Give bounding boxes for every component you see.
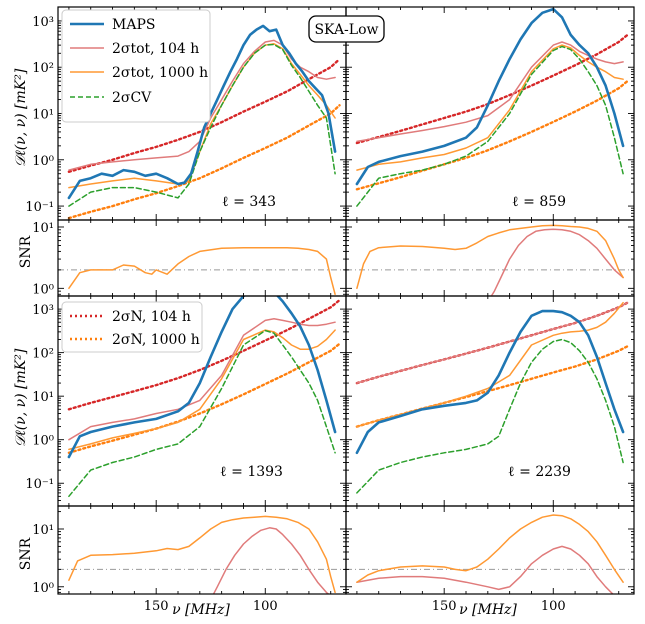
panel-snr-1393: 10⁰ 10¹ 100 150 [32, 505, 347, 614]
y-tick-label: 10³ [32, 15, 54, 30]
y-tick-label: 10⁻¹ [25, 200, 54, 215]
panel-snr-343: 10⁰ 10¹ [32, 219, 347, 297]
panel-ell-859 [345, 6, 635, 221]
legend-top-frame [61, 9, 211, 123]
y-tick-label: 10⁻¹ [25, 477, 54, 492]
series-2sigmatot-104-h [68, 318, 336, 441]
x-axis-label-right: ν [MHz] [459, 602, 517, 618]
y-tick-label: 10¹ [32, 108, 54, 123]
series-2sigmatot-1000-h [356, 224, 624, 290]
series-2sigman-104-h [67, 299, 341, 411]
y-tick-label: 10³ [32, 303, 54, 318]
series-2sigmacv [68, 329, 336, 498]
snr-axis-label-bottom: SNR [18, 537, 34, 570]
panel-frame [345, 295, 635, 507]
legend-top: MAPS 2σtot, 104 h 2σtot, 1000 h 2σCV [61, 9, 211, 123]
y-tick-label: 10² [32, 347, 54, 362]
power-axis-label-top: 𝒟ℓ(ν, ν) [mK²] [13, 68, 29, 167]
y-tick-label: 10⁰ [32, 282, 54, 297]
series-2sigmatot-1000-h [68, 515, 336, 594]
x-axis-label-left: ν [MHz] [172, 602, 230, 618]
legend-label-tot-104: 2σtot, 104 h [112, 41, 199, 57]
legend-label-n-1000: 2σN, 1000 h [112, 332, 200, 348]
ell-343-label: ℓ = 343 [222, 194, 276, 210]
y-tick-label: 10¹ [32, 523, 54, 538]
series-maps [355, 309, 625, 455]
panel-frame [345, 505, 635, 595]
legend-bottom: 2σN, 104 h 2σN, 1000 h [61, 301, 203, 353]
y-tick-label: 10⁰ [32, 434, 54, 449]
series-2sigmatot-104-h [356, 545, 614, 594]
y-tick-label: 10¹ [32, 221, 54, 236]
legend-label-maps: MAPS [112, 17, 155, 33]
y-tick-label: 10¹ [32, 390, 54, 405]
x-tick-label: 150 [432, 599, 457, 614]
ell-2239-label: ℓ = 2239 [508, 464, 571, 480]
ell-1393-label: ℓ = 1393 [220, 464, 283, 480]
snr-axis-label-top: SNR [18, 235, 34, 268]
ell-859-label: ℓ = 859 [512, 194, 566, 210]
series-2sigmatot-104-h [490, 228, 624, 296]
series-maps [67, 296, 337, 459]
series-2sigman-104-h [355, 33, 629, 145]
series-2sigmatot-104-h [356, 41, 624, 143]
telescope-label-box [308, 15, 385, 43]
x-tick-label: 150 [144, 599, 169, 614]
panel-ell-2239 [345, 295, 635, 507]
telescope-label: SKA-Low [314, 22, 378, 38]
series-2sigmatot-1000-h [356, 514, 624, 583]
series-2sigmatot-104-h [212, 527, 330, 594]
legend-label-tot-1000: 2σtot, 1000 h [112, 65, 208, 81]
panel-frame [345, 219, 635, 297]
y-tick-label: 10⁰ [32, 154, 54, 169]
series-maps [355, 7, 625, 186]
panel-frame [57, 219, 347, 297]
series-2sigman-1000-h [67, 342, 341, 454]
series-2sigman-1000-h [355, 79, 629, 191]
series-2sigmatot-1000-h [68, 246, 336, 296]
panel-snr-859 [345, 219, 635, 297]
x-tick-label: 100 [253, 599, 278, 614]
power-axis-label-bottom: 𝒟ℓ(ν, ν) [mK²] [13, 348, 29, 447]
series-2sigmatot-104-h [356, 301, 629, 384]
y-tick-label: 10⁰ [32, 581, 54, 596]
series-2sigmacv [68, 43, 336, 207]
panel-frame [57, 505, 347, 595]
legend-label-cv: 2σCV [112, 90, 152, 106]
x-tick-label: 100 [541, 599, 566, 614]
series-maps [67, 24, 337, 200]
series-2sigman-1000-h [67, 104, 341, 220]
y-tick-label: 10² [32, 61, 54, 76]
series-2sigmacv [356, 45, 624, 207]
panel-snr-2239: 100 150 [345, 505, 635, 614]
series-2sigmatot-104-h [68, 39, 336, 171]
panel-ell-1393: 10⁻¹ 10⁰ 10¹ 10² 10³ [25, 295, 347, 507]
series-2sigmacv [356, 338, 624, 494]
legend-label-n-104: 2σN, 104 h [112, 309, 191, 325]
